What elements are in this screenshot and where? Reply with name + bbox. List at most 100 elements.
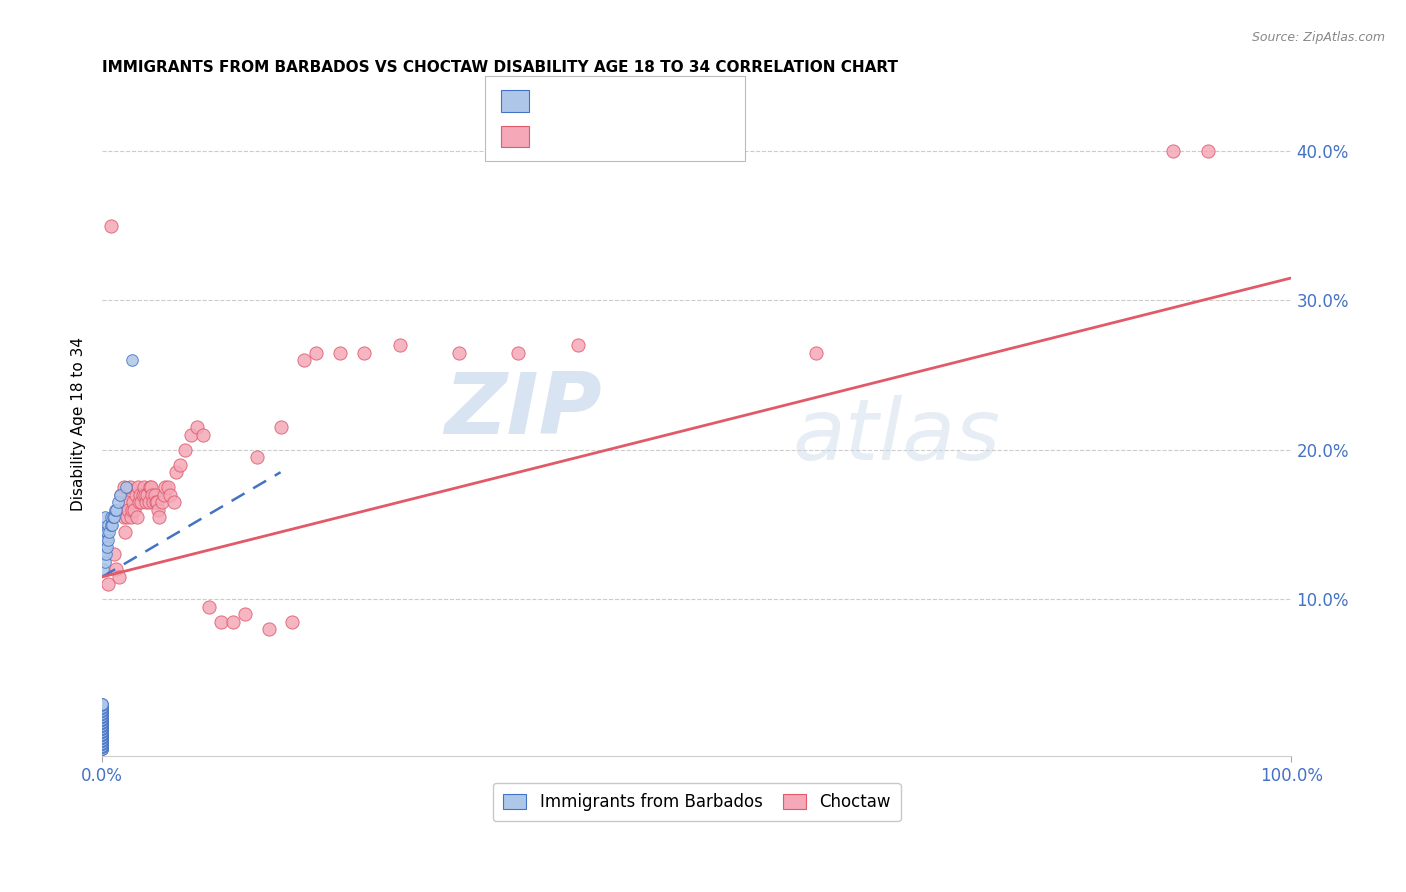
Point	[186, 420, 208, 434]
Point	[139, 480, 162, 494]
Text: R = 0.396: R = 0.396	[538, 92, 621, 110]
Point	[93, 524, 115, 539]
Point	[91, 723, 114, 737]
Point	[100, 219, 122, 233]
Point	[115, 510, 138, 524]
Point	[91, 721, 114, 735]
Point	[91, 741, 114, 756]
Point	[281, 615, 304, 629]
Point	[257, 622, 280, 636]
Point	[91, 741, 114, 756]
Point	[353, 345, 375, 359]
Point	[91, 714, 114, 729]
Point	[118, 480, 141, 494]
Point	[108, 570, 131, 584]
Text: IMMIGRANTS FROM BARBADOS VS CHOCTAW DISABILITY AGE 18 TO 34 CORRELATION CHART: IMMIGRANTS FROM BARBADOS VS CHOCTAW DISA…	[103, 60, 898, 75]
Point	[91, 710, 114, 724]
Point	[112, 480, 135, 494]
Point	[93, 510, 115, 524]
Point	[169, 458, 191, 472]
Text: N = 69: N = 69	[626, 128, 688, 145]
Point	[141, 488, 163, 502]
Point	[91, 698, 114, 713]
Point	[91, 723, 114, 738]
Point	[97, 517, 120, 532]
Point	[91, 739, 114, 753]
Point	[91, 719, 114, 733]
Y-axis label: Disability Age 18 to 34: Disability Age 18 to 34	[72, 336, 86, 510]
Point	[1161, 144, 1184, 158]
Point	[108, 488, 131, 502]
Point	[134, 488, 156, 502]
Point	[91, 701, 114, 715]
Point	[159, 488, 181, 502]
Point	[121, 353, 143, 368]
Point	[305, 345, 328, 359]
Point	[93, 548, 115, 562]
Point	[100, 517, 122, 532]
Text: Source: ZipAtlas.com: Source: ZipAtlas.com	[1251, 31, 1385, 45]
Point	[104, 502, 127, 516]
Point	[91, 731, 114, 746]
Point	[107, 495, 129, 509]
Point	[97, 533, 120, 547]
Point	[91, 714, 114, 728]
Point	[136, 488, 159, 502]
Point	[165, 465, 187, 479]
Point	[1197, 144, 1219, 158]
Point	[91, 725, 114, 739]
Point	[91, 697, 114, 711]
Point	[128, 495, 150, 509]
Point	[91, 718, 114, 732]
Point	[135, 495, 157, 509]
Point	[91, 731, 114, 746]
Point	[270, 420, 292, 434]
Point	[125, 510, 148, 524]
Point	[91, 705, 114, 719]
Point	[131, 488, 153, 502]
Point	[103, 548, 125, 562]
Point	[93, 562, 115, 576]
Point	[121, 502, 143, 516]
Point	[91, 718, 114, 732]
Point	[115, 495, 138, 509]
Point	[209, 615, 232, 629]
Point	[180, 428, 202, 442]
Point	[91, 716, 114, 731]
Point	[91, 712, 114, 726]
Point	[91, 710, 114, 724]
Point	[129, 488, 152, 502]
Point	[93, 555, 115, 569]
Point	[91, 709, 114, 723]
Point	[150, 495, 173, 509]
Point	[94, 548, 117, 562]
Point	[112, 510, 135, 524]
Point	[91, 716, 114, 731]
Point	[91, 727, 114, 741]
Point	[131, 495, 153, 509]
Point	[146, 502, 169, 516]
Point	[148, 510, 170, 524]
Point	[114, 524, 136, 539]
Point	[117, 502, 139, 516]
Point	[91, 707, 114, 722]
Point	[91, 714, 114, 729]
Point	[91, 734, 114, 748]
Point	[91, 739, 114, 753]
Point	[124, 488, 146, 502]
Point	[124, 502, 146, 516]
Point	[447, 345, 470, 359]
Point	[388, 338, 411, 352]
Point	[91, 732, 114, 747]
Point	[143, 488, 166, 502]
Point	[91, 737, 114, 751]
Point	[91, 728, 114, 742]
Point	[155, 480, 177, 494]
Point	[105, 562, 128, 576]
Point	[91, 741, 114, 756]
Point	[93, 540, 115, 554]
Point	[91, 727, 114, 741]
Point	[97, 577, 120, 591]
Text: ZIP: ZIP	[444, 369, 602, 452]
Point	[115, 480, 138, 494]
